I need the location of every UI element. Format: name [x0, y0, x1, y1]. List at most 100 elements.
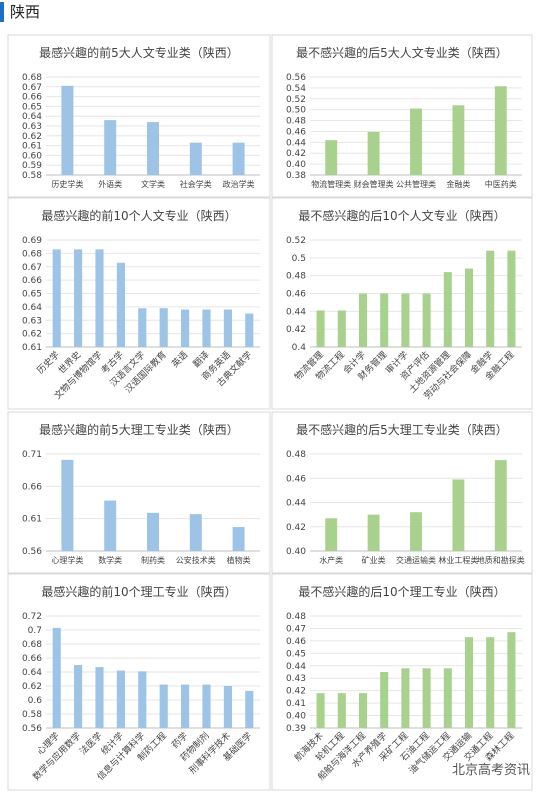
y-tick-label: 0.43	[286, 674, 306, 684]
bar	[380, 672, 389, 728]
bar	[147, 122, 159, 175]
x-tick-label: 中医药类	[485, 179, 517, 189]
x-tick-label: 财会管理类	[354, 179, 394, 189]
y-tick-label: 0.72	[22, 612, 42, 622]
bar	[401, 293, 410, 347]
y-tick-label: 0.48	[286, 117, 306, 127]
bar	[452, 479, 465, 551]
bar	[223, 309, 232, 347]
y-tick-label: 0.47	[286, 624, 306, 634]
y-tick-label: 0.61	[22, 343, 42, 353]
bar	[443, 668, 452, 728]
x-tick-label: 外语类	[98, 179, 122, 189]
bar	[494, 86, 507, 175]
bar	[452, 105, 465, 175]
y-tick-label: 0.60	[22, 151, 42, 161]
y-tick-label: 0.44	[286, 499, 306, 509]
bar	[422, 668, 431, 728]
y-tick-label: 0.61	[22, 515, 42, 525]
y-tick-label: 0.5	[292, 254, 306, 264]
y-tick-label: 0.65	[22, 102, 42, 112]
y-tick-label: 0.56	[22, 724, 42, 734]
x-tick-label: 历史学类	[51, 179, 83, 189]
bar	[189, 142, 202, 175]
bar	[337, 310, 346, 347]
bar	[325, 140, 338, 175]
y-tick-label: 0.62	[22, 682, 42, 692]
y-tick-label: 0.62	[22, 330, 42, 340]
y-tick-label: 0.52	[286, 95, 306, 105]
bar	[422, 293, 431, 347]
bar	[189, 514, 202, 551]
y-tick-label: 0.42	[286, 523, 306, 533]
y-tick-label: 0.44	[286, 138, 306, 148]
y-tick-label: 0.40	[286, 547, 306, 557]
y-tick-label: 0.46	[286, 127, 306, 137]
y-tick-label: 0.56	[286, 73, 306, 83]
y-tick-label: 0.46	[286, 474, 306, 484]
bar	[316, 310, 325, 347]
x-tick-label: 交通运输类	[396, 555, 436, 565]
y-tick-label: 0.41	[286, 699, 306, 709]
x-tick-label: 水产类	[319, 555, 343, 565]
y-tick-label: 0.38	[286, 171, 306, 181]
bar	[367, 131, 380, 175]
y-tick-label: 0.68	[22, 249, 42, 259]
bar	[410, 108, 422, 175]
y-tick-label: 0.67	[22, 83, 42, 93]
bar	[367, 514, 380, 551]
x-tick-label: 植物类	[227, 555, 251, 565]
chart-title: 最感兴趣的前10个理工专业（陕西）	[41, 584, 236, 599]
x-tick-label: 政治学类	[223, 179, 255, 189]
chart-title: 最不感兴趣的后5大理工专业类（陕西）	[296, 422, 508, 437]
bar	[358, 693, 368, 728]
y-tick-label: 0.62	[22, 132, 42, 142]
bar	[507, 632, 516, 728]
y-tick-label: 0.63	[22, 122, 42, 132]
y-tick-label: 0.58	[22, 171, 42, 181]
bar	[116, 670, 125, 728]
x-tick-label: 文学类	[141, 179, 165, 189]
y-tick-label: 0.48	[286, 612, 306, 622]
x-tick-label: 地质和勘探类	[477, 555, 525, 565]
y-tick-label: 0.48	[286, 450, 306, 460]
bar	[202, 684, 211, 728]
y-tick-label: 0.66	[22, 276, 42, 286]
bar	[325, 518, 338, 551]
bar	[202, 309, 211, 347]
bar	[138, 308, 147, 347]
bar	[104, 500, 117, 551]
bar	[401, 668, 410, 728]
x-tick-label: 金融类	[446, 179, 470, 189]
y-tick-label: 0.64	[22, 303, 42, 313]
panel	[7, 411, 271, 574]
y-tick-label: 0.66	[22, 482, 42, 492]
bar	[138, 671, 147, 728]
bar	[380, 293, 389, 347]
bar	[316, 693, 325, 728]
y-tick-label: 0.39	[286, 724, 306, 734]
y-tick-label: 0.42	[286, 149, 306, 159]
bar	[245, 313, 254, 347]
y-tick-label: 0.64	[22, 668, 42, 678]
y-tick-label: 0.42	[286, 325, 306, 335]
x-tick-label: 心理学类	[51, 555, 83, 565]
y-tick-label: 0.59	[22, 161, 42, 171]
bar	[95, 249, 104, 347]
y-tick-label: 0.63	[22, 316, 42, 326]
header-bar	[0, 2, 4, 22]
y-tick-label: 0.68	[22, 73, 42, 83]
bar	[52, 627, 61, 728]
x-tick-label: 数学类	[98, 555, 122, 565]
y-tick-label: 0.68	[22, 640, 42, 650]
chart-title: 最不感兴趣的后10个人文专业（陕西）	[298, 208, 505, 223]
x-tick-label: 公共管理类	[396, 179, 436, 189]
bar	[223, 686, 232, 728]
y-tick-label: 0.48	[286, 272, 306, 282]
y-tick-label: 0.44	[286, 307, 306, 317]
y-tick-label: 0.54	[286, 84, 306, 94]
x-tick-label: 矿业类	[362, 555, 386, 565]
y-tick-label: 0.66	[22, 654, 42, 664]
x-tick-label: 社会学类	[180, 179, 212, 189]
